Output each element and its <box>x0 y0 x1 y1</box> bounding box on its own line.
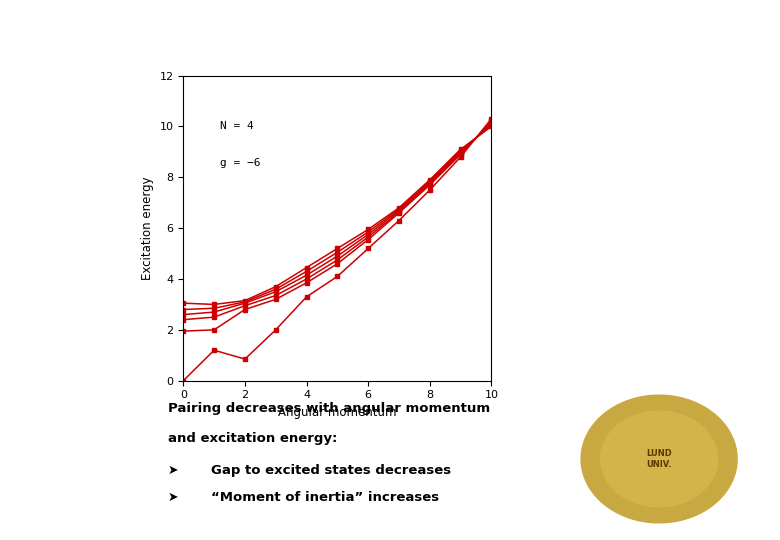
Polygon shape <box>601 411 718 507</box>
Text: “Moment of inertia” increases: “Moment of inertia” increases <box>211 491 438 504</box>
Text: ➤: ➤ <box>168 464 178 477</box>
Text: Pairing decreases with angular momentum: Pairing decreases with angular momentum <box>168 402 490 415</box>
Y-axis label: Excitation energy: Excitation energy <box>141 177 154 280</box>
Text: Yrast line – higher M-values, excited states: Yrast line – higher M-values, excited st… <box>119 21 661 41</box>
Text: and excitation energy:: and excitation energy: <box>168 432 337 445</box>
Text: LUND
UNIV.: LUND UNIV. <box>646 449 672 469</box>
Text: g = −6: g = −6 <box>220 158 261 168</box>
Polygon shape <box>581 395 737 523</box>
Text: N = 4: N = 4 <box>220 122 254 131</box>
Text: Gap to excited states decreases: Gap to excited states decreases <box>211 464 451 477</box>
Text: ➤: ➤ <box>168 491 178 504</box>
X-axis label: Angular momentum: Angular momentum <box>278 406 396 419</box>
